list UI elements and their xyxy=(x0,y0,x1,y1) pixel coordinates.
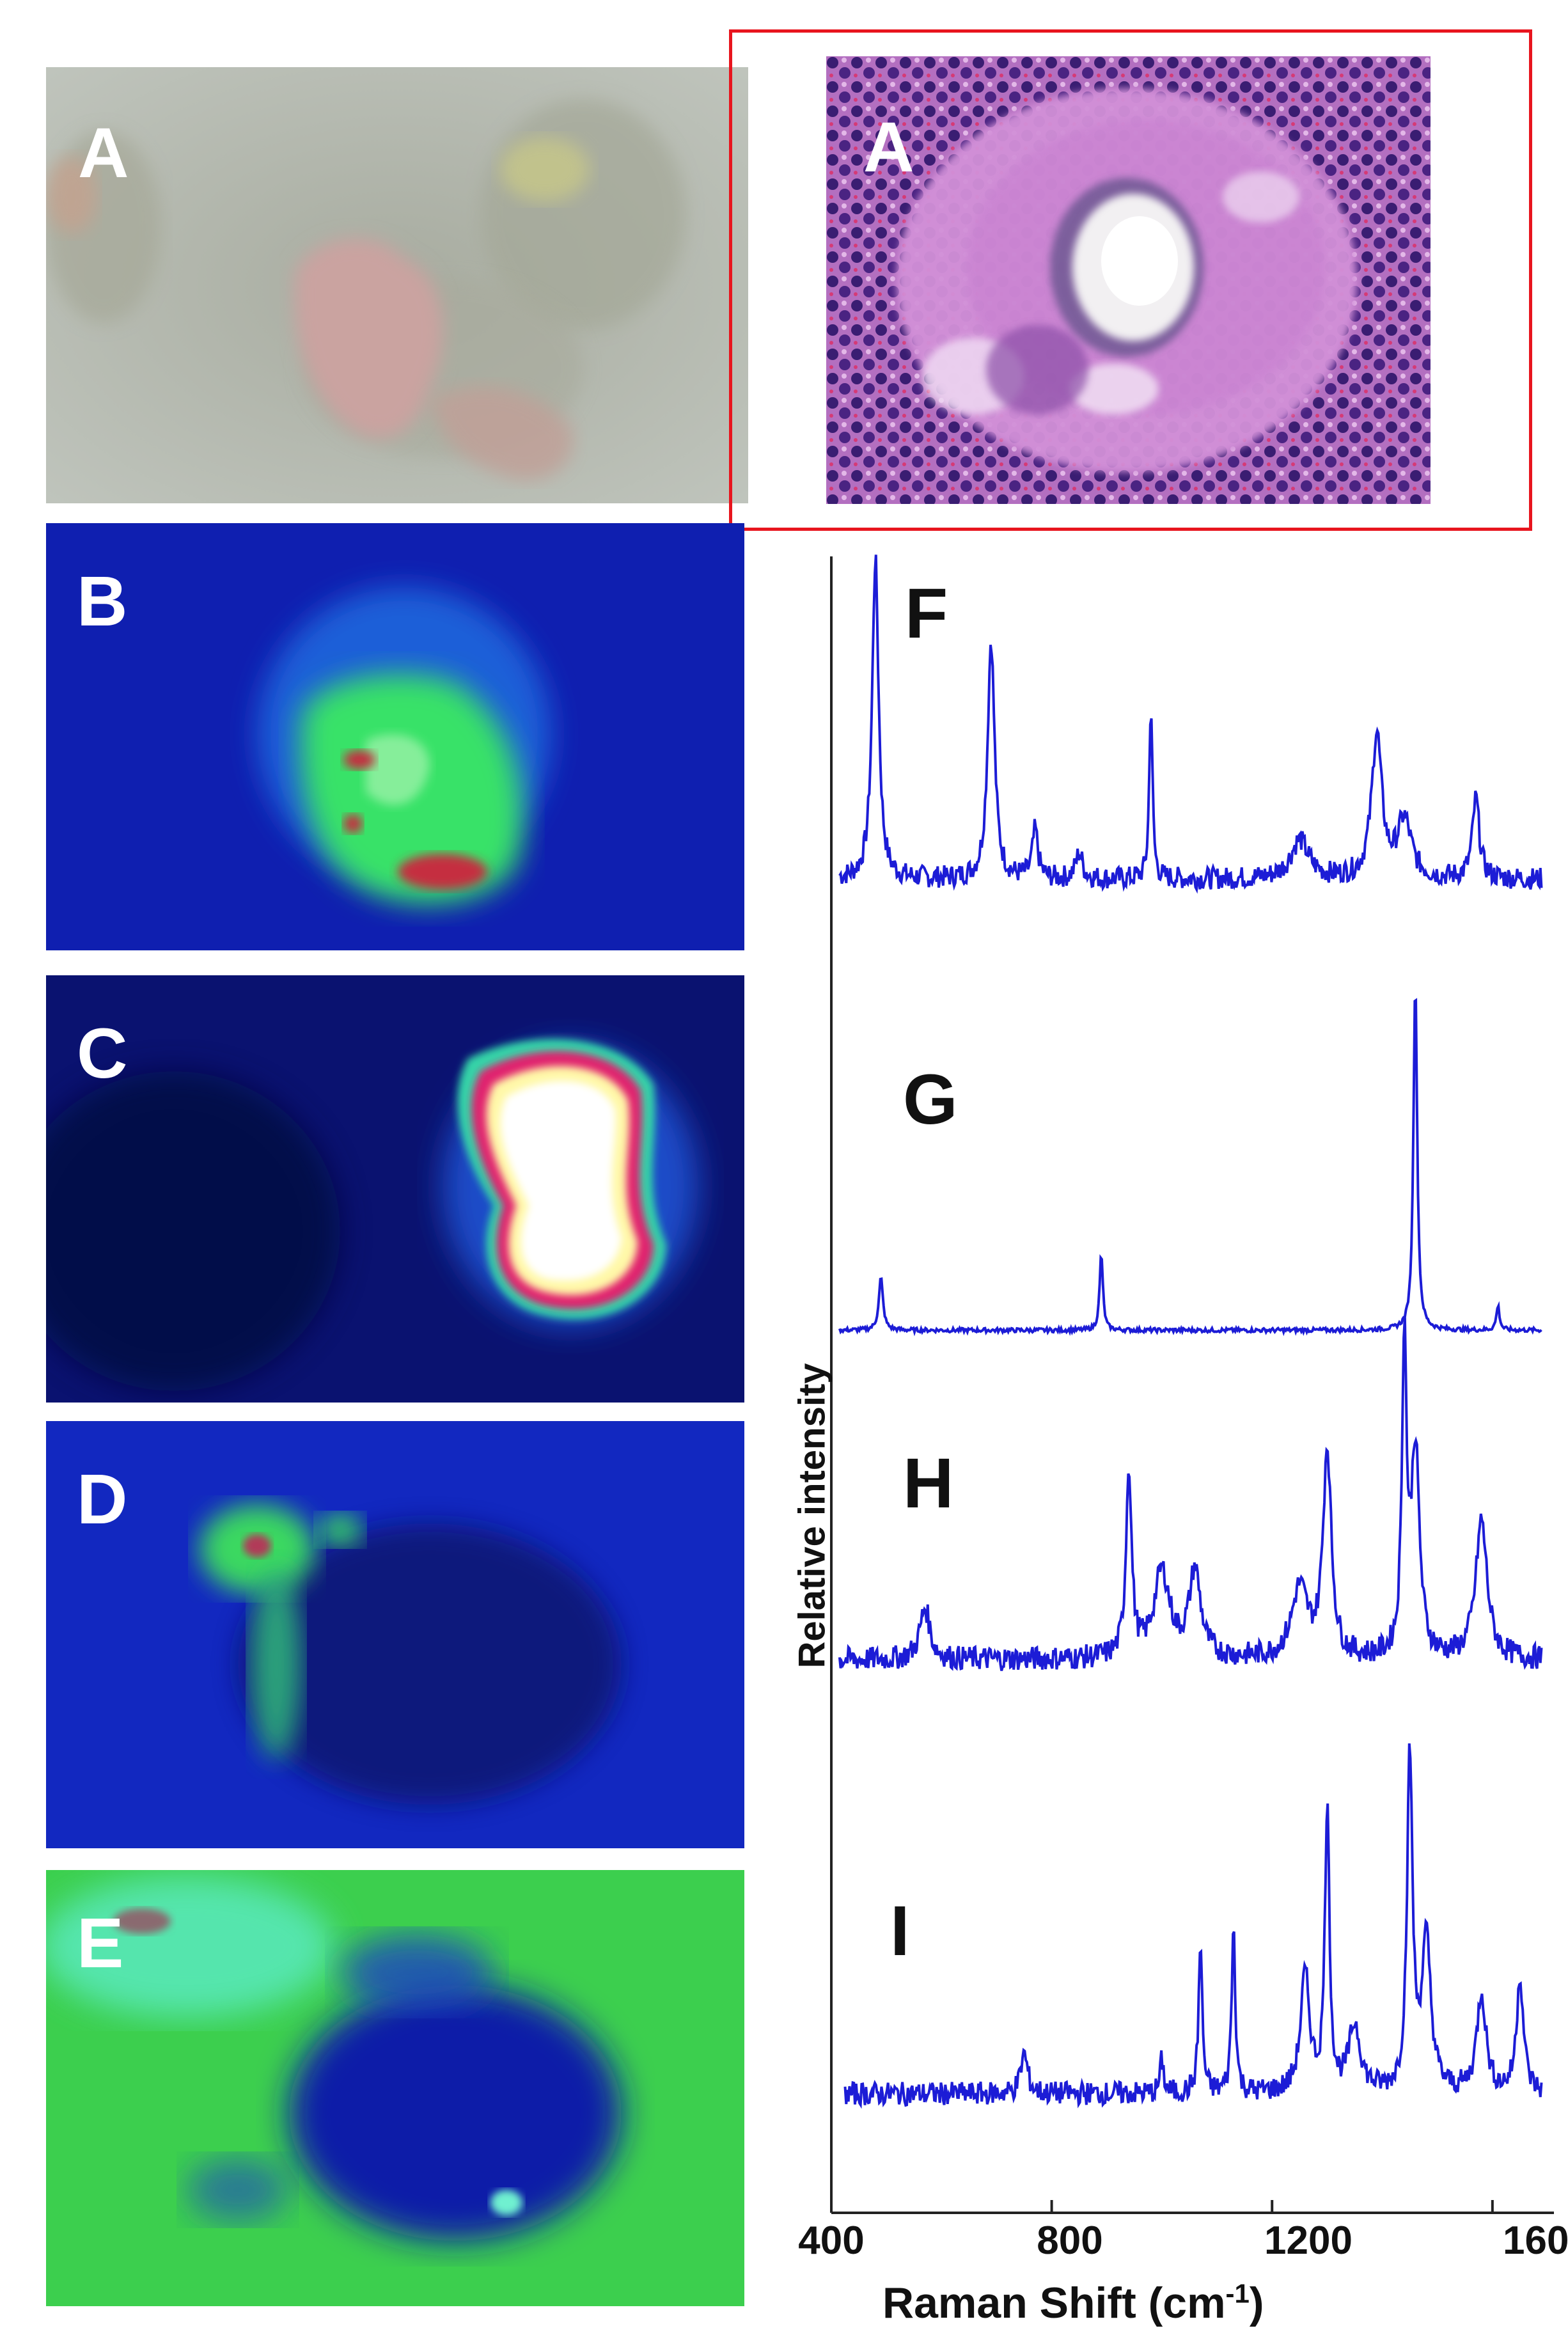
panel-a-photo-image xyxy=(46,67,748,503)
panel-b-map: B xyxy=(46,523,744,950)
spectrum-line-i xyxy=(843,1743,1543,2109)
panel-a-histology: A xyxy=(826,56,1431,504)
panel-c-label: C xyxy=(77,1014,128,1093)
spectrum-line-f xyxy=(838,554,1543,894)
raman-map-d xyxy=(46,1421,744,1848)
spectrum-label-i: I xyxy=(890,1892,910,1970)
x-axis-label: Raman Shift (cm-1) xyxy=(882,2278,1264,2328)
panel-e-map: E xyxy=(46,1870,744,2306)
spectrum-line-h xyxy=(838,1317,1543,1671)
x-tick-label-1600: 1600 xyxy=(1503,2219,1568,2263)
y-axis-label: Relative intensity xyxy=(791,1363,833,1669)
panel-a-photo: A xyxy=(46,67,748,503)
panel-c-map: C xyxy=(46,975,744,1403)
x-tick-label-1200: 1200 xyxy=(1264,2219,1352,2263)
spectrum-label-h: H xyxy=(903,1444,954,1523)
panel-e-label: E xyxy=(77,1904,124,1983)
x-axis-label-sup: -1 xyxy=(1225,2278,1250,2309)
spectrum-line-g xyxy=(838,998,1542,1337)
panel-d-map: D xyxy=(46,1421,744,1848)
spectrum-label-g: G xyxy=(903,1060,958,1139)
panel-d-label: D xyxy=(77,1460,128,1539)
raman-spectra-chart xyxy=(755,550,1560,2341)
raman-map-b xyxy=(46,523,744,950)
histology-image xyxy=(826,56,1431,504)
spectrum-label-f: F xyxy=(905,574,948,653)
panel-a-label: A xyxy=(78,114,129,193)
highlight-box xyxy=(729,29,1532,531)
panel-b-label: B xyxy=(77,562,128,641)
raman-spectra-plot xyxy=(830,554,1554,2214)
x-axis-label-close: ) xyxy=(1249,2279,1264,2327)
raman-map-e xyxy=(46,1870,744,2306)
x-axis-label-main: Raman Shift (cm xyxy=(882,2279,1226,2327)
x-tick-label-800: 800 xyxy=(1037,2219,1103,2263)
x-tick-label-400: 400 xyxy=(798,2219,865,2263)
panel-a-histology-label: A xyxy=(863,108,914,187)
raman-map-c xyxy=(46,975,744,1403)
